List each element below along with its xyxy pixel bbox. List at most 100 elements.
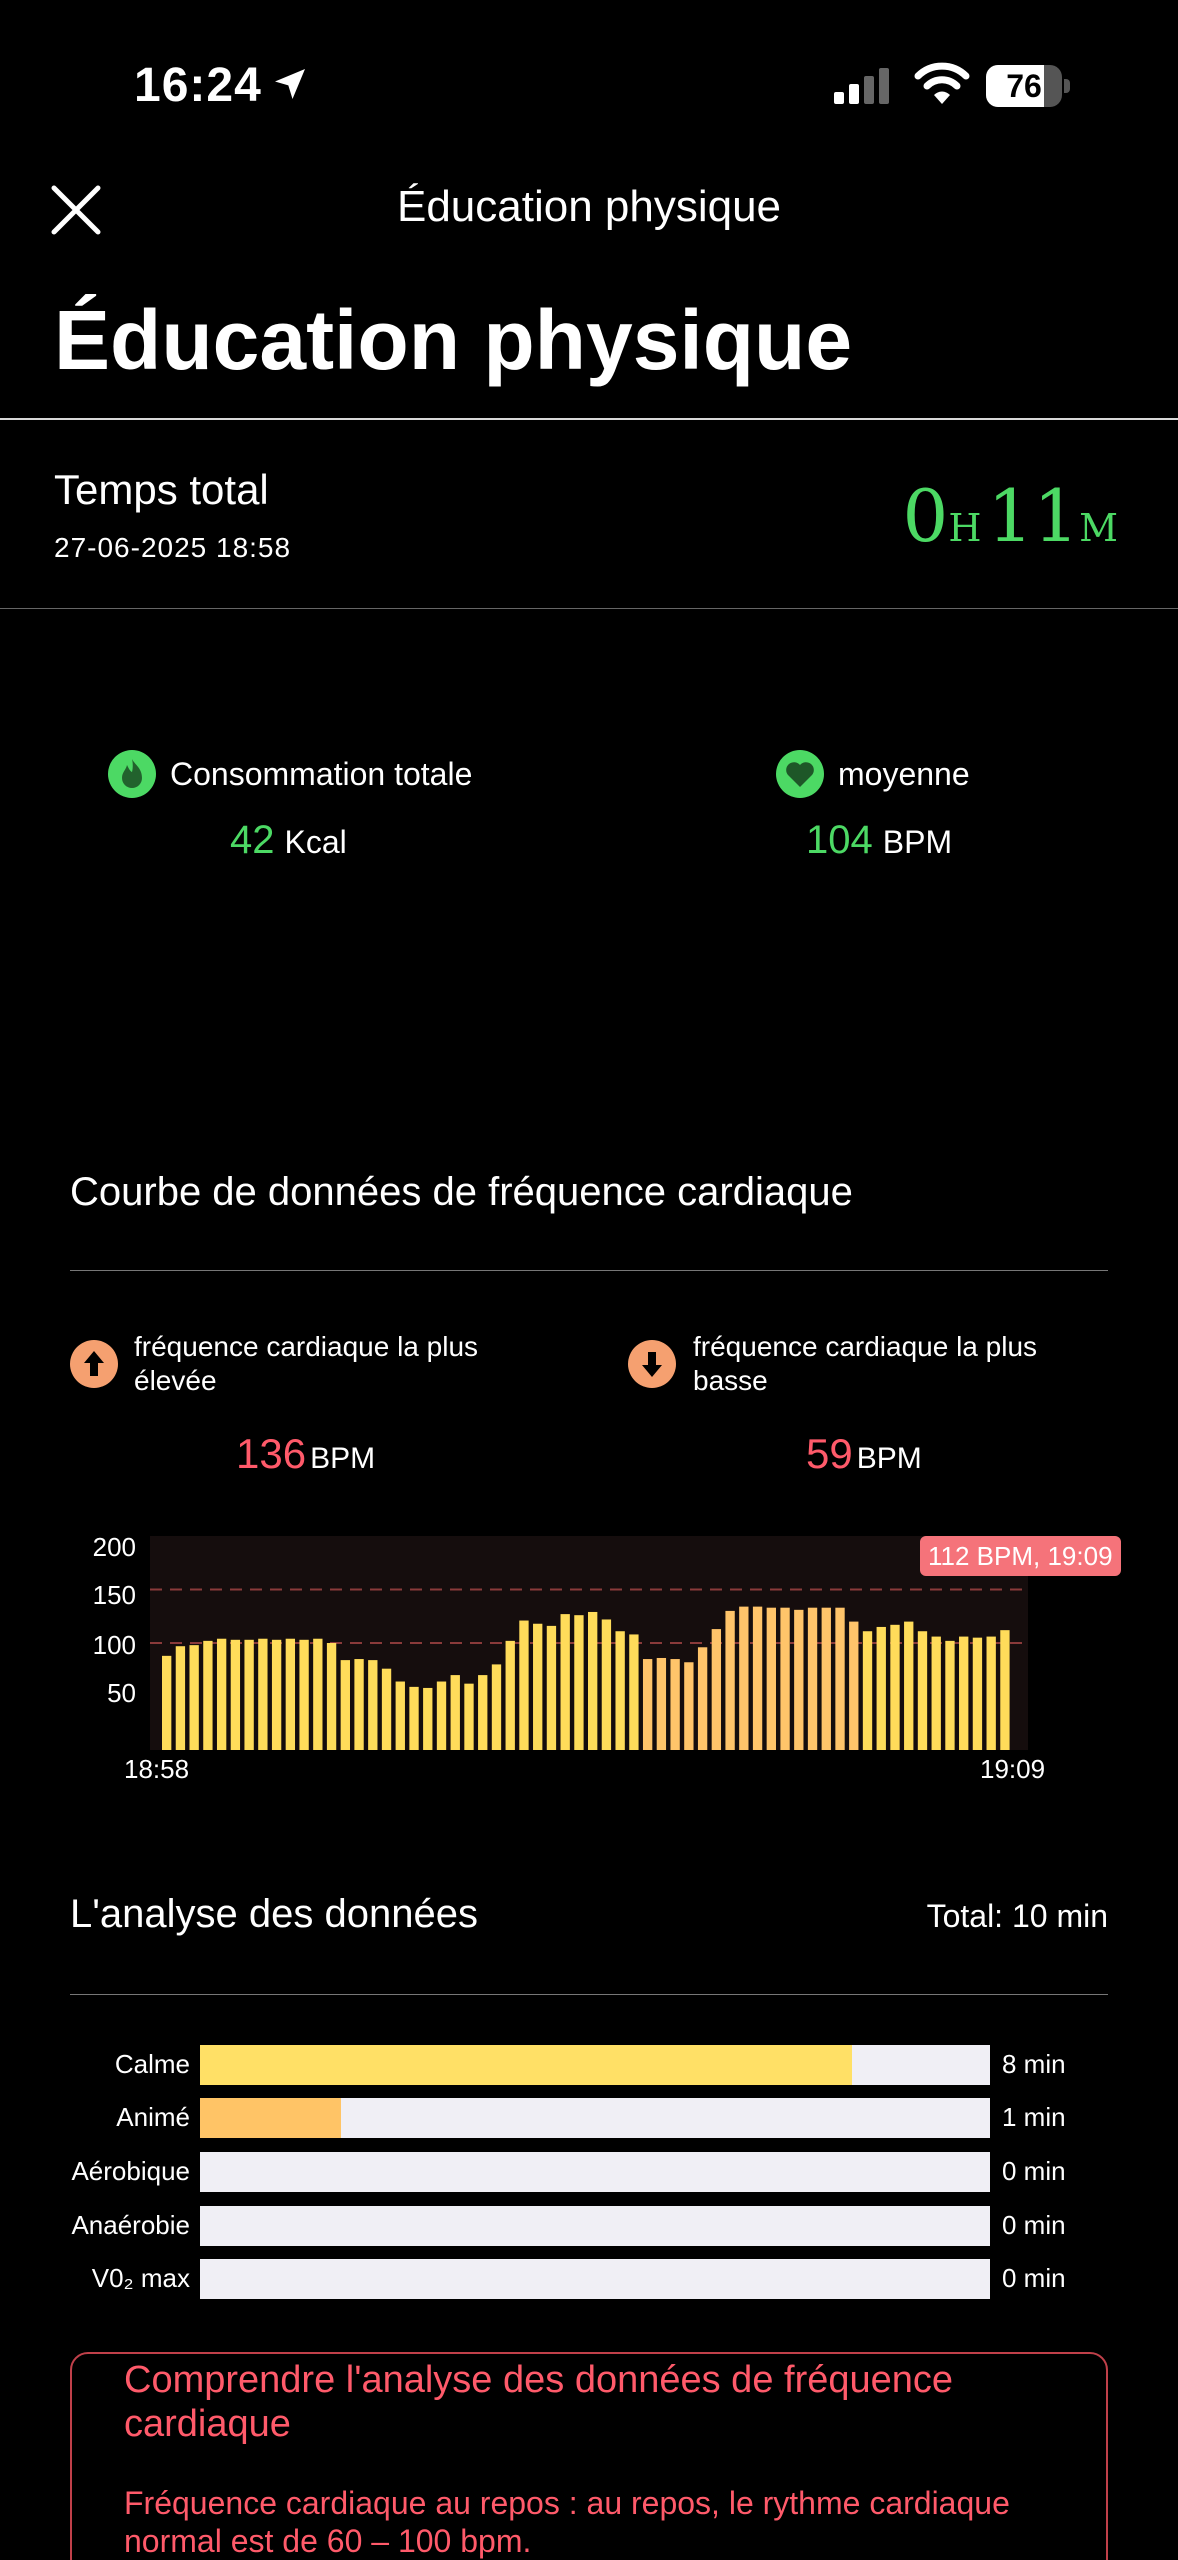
chart-bar [271,1639,282,1750]
chart-bar [917,1631,928,1750]
status-time: 16:24 [134,59,262,112]
y-tick-label: 200 [92,1532,136,1562]
location-arrow-icon [275,69,305,99]
info-card [70,2352,1108,2560]
zone-fill [200,2098,341,2138]
chart-tooltip: 112 BPM, 19:09 [920,1536,1121,1576]
chart-bar [794,1609,804,1750]
zone-label: V0₂ max [91,2263,190,2293]
zone-label: Aérobique [71,2156,190,2186]
chart-bar [478,1675,488,1750]
hr-min-value: 59 [806,1430,853,1477]
chart-bar [780,1607,790,1750]
calories-value: 42 [230,818,275,862]
battery-indicator: 76 [986,65,1070,107]
chart-bar [986,1636,996,1750]
chart-bar [972,1637,983,1750]
analysis-total: Total: 10 min [926,1898,1108,1934]
calories-label: Consommation totale [170,756,473,792]
zone-bar [200,2259,990,2299]
minutes-unit: M [1079,506,1118,550]
wifi-icon [914,62,970,104]
zone-value: 0 min [1002,2156,1066,2186]
hr-max-value: 136 [236,1430,307,1477]
chart-bar [725,1610,735,1750]
zone-value: 0 min [1002,2210,1066,2240]
chart-bar [642,1659,653,1750]
info-text: Fréquence cardiaque au repos : au repos,… [124,2485,1010,2559]
chart-bar [601,1619,612,1750]
chart-bar [931,1636,941,1750]
chart-bar [395,1681,405,1750]
chart-bar [684,1662,694,1750]
minutes-value: 11 [987,474,1080,558]
x-end-label: 19:09 [980,1754,1046,1784]
zone-value: 0 min [1002,2263,1066,2293]
chart-bar [491,1664,502,1750]
chart-bar [1000,1630,1010,1750]
chart-bar [890,1624,900,1750]
hr-max-label: fréquence cardiaque la plus élevée [134,1331,479,1396]
chart-bar [285,1638,296,1750]
chart-bar [313,1638,323,1750]
chart-bar [505,1640,515,1750]
y-tick-label: 50 [107,1678,136,1708]
chart-bar [354,1659,364,1750]
chart-bar [629,1634,639,1750]
info-title: Comprendre l'analyse des données de fréq… [124,2359,954,2445]
calories-unit: Kcal [284,824,347,860]
chart-bar [203,1640,213,1750]
total-time-value: 0H11M [903,474,1125,558]
chart-bar [299,1639,309,1750]
arrow-up-icon [70,1340,118,1388]
cellular-signal-icon [834,68,889,104]
heart-rate-chart[interactable] [150,1536,1028,1750]
chart-bar [697,1647,708,1750]
chart-bar [423,1687,433,1750]
chart-bar [739,1606,749,1750]
y-tick-label: 150 [92,1580,136,1610]
chart-bar [560,1614,570,1750]
chart-bar [574,1615,584,1750]
heart-rate-chart-svg [150,1588,1028,1750]
hr-section-divider [70,1270,1108,1271]
zone-value: 8 min [1002,2049,1066,2079]
header-divider [0,418,1178,420]
chart-bar [546,1625,557,1750]
x-start-label: 18:58 [124,1754,190,1784]
chart-bar [340,1660,350,1750]
chart-bar [216,1638,227,1750]
chart-bar [766,1607,776,1750]
zone-bar [200,2152,990,2192]
hr-max-unit: BPM [310,1442,376,1475]
chart-bar [656,1657,667,1750]
y-tick-label: 100 [92,1630,136,1660]
chart-bar [381,1668,392,1750]
chart-bar [670,1659,680,1750]
hr-max-value-group: 136 BPM [236,1430,375,1478]
chart-bar [862,1631,873,1750]
close-icon[interactable] [48,182,104,238]
zone-label: Anaérobie [71,2210,190,2240]
heart-avg-value-group: 104 BPM [806,818,952,863]
zone-bar [200,2206,990,2246]
chart-bar [244,1639,254,1750]
chart-bar [821,1607,831,1750]
chart-bar [959,1636,969,1750]
heart-avg-unit: BPM [882,824,953,860]
chart-bar [326,1643,337,1750]
page-title: Éducation physique [54,293,853,387]
chart-bar [752,1606,763,1750]
zone-value: 1 min [1002,2102,1066,2132]
chart-bar [849,1621,859,1750]
battery-level: 76 [1006,68,1042,104]
zone-bar [200,2045,990,2085]
heart-avg-value: 104 [806,818,873,862]
chart-bar [464,1683,474,1750]
chart-bar [945,1640,955,1750]
hr-min-label: fréquence cardiaque la plus basse [693,1331,1038,1396]
chart-bar [876,1626,886,1750]
zone-label: Calme [114,2049,190,2079]
chart-bar [533,1623,543,1750]
chart-bar [519,1620,529,1750]
